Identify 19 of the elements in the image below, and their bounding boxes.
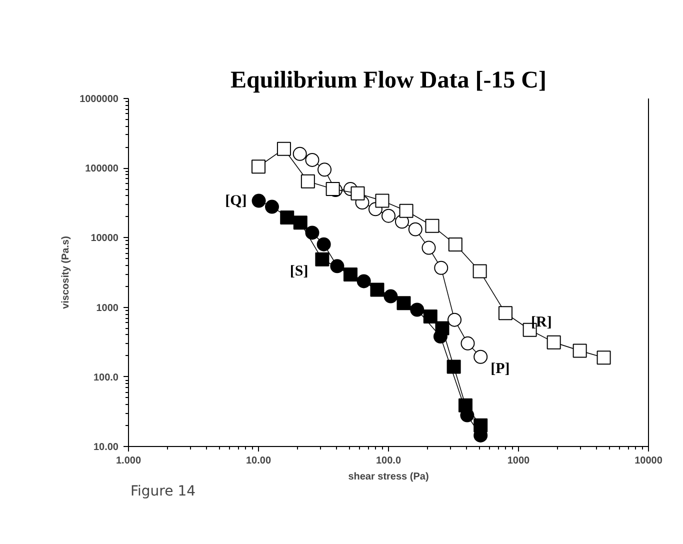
series-label: [Q] bbox=[225, 192, 247, 209]
y-tick-label: 10.00 bbox=[93, 442, 119, 453]
chart-title: Equilibrium Flow Data [-15 C] bbox=[230, 68, 547, 94]
x-tick-label: 10.00 bbox=[246, 456, 272, 466]
x-tick-label: 10000 bbox=[634, 456, 663, 466]
series-label: [R] bbox=[531, 314, 552, 330]
y-tick-label: 1000 bbox=[96, 302, 119, 314]
y-tick-label: 100.0 bbox=[93, 372, 119, 384]
y-tick-label: 1000000 bbox=[80, 94, 119, 105]
series-label: [S] bbox=[290, 263, 308, 280]
x-tick-label: 1000 bbox=[507, 456, 530, 466]
y-tick-label: 100000 bbox=[85, 164, 119, 175]
caption: Figure 14 bbox=[130, 484, 196, 500]
y-tick-label: 10000 bbox=[90, 233, 119, 244]
x-tick-label: 1.000 bbox=[116, 456, 142, 466]
series-label: [P] bbox=[490, 360, 510, 377]
x-tick-label: 100.0 bbox=[376, 456, 402, 466]
y-axis-title: viscosity (Pa.s) bbox=[60, 236, 72, 309]
x-axis-title: shear stress (Pa) bbox=[348, 472, 429, 482]
